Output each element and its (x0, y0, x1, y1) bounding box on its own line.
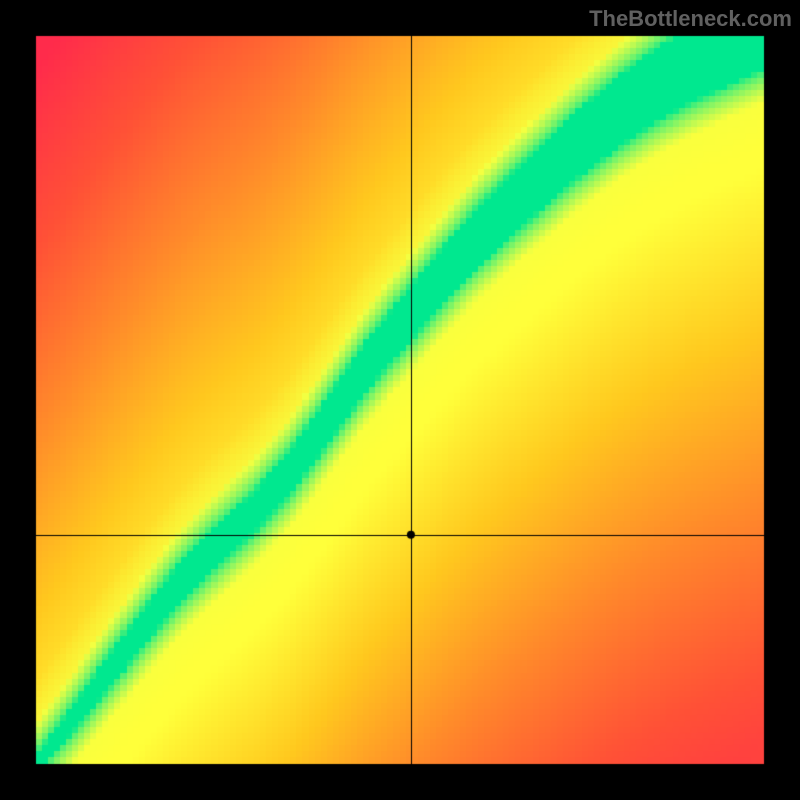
bottleneck-heatmap (0, 0, 800, 800)
source-watermark: TheBottleneck.com (589, 6, 792, 32)
